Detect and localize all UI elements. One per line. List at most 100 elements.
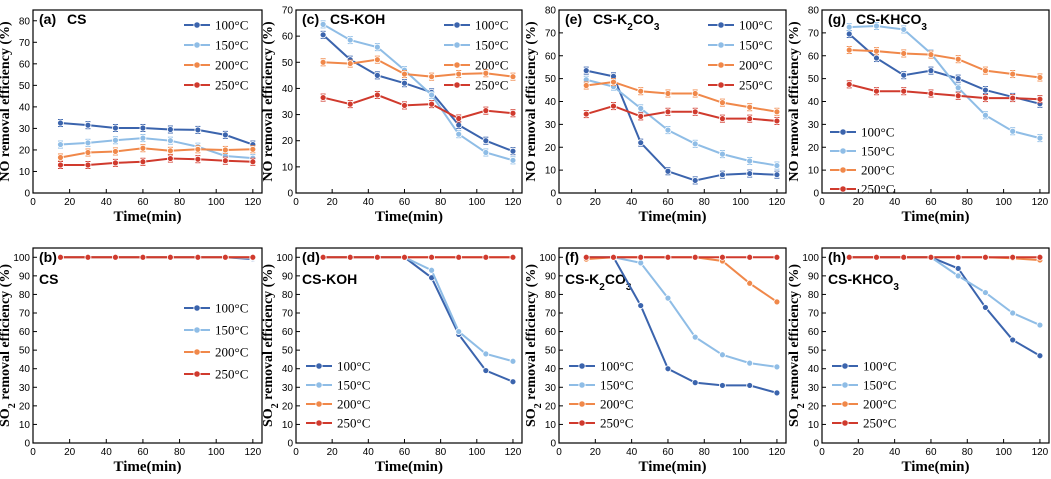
data-point — [773, 389, 781, 397]
x-tick-label: 40 — [889, 197, 901, 208]
data-point — [319, 94, 327, 101]
legend-label: 150°C — [215, 323, 248, 338]
data-point — [982, 86, 989, 94]
legend-label: 150°C — [863, 378, 896, 393]
panel-subtitle: CS — [39, 271, 58, 287]
x-tick-label: 120 — [1032, 197, 1049, 208]
data-point — [664, 253, 672, 261]
y-tick-label: 90 — [282, 271, 294, 282]
data-point — [221, 146, 229, 154]
series-200c — [319, 55, 517, 81]
legend-marker — [841, 362, 849, 370]
data-point — [691, 90, 699, 97]
y-tick-label: 40 — [19, 364, 31, 375]
data-point — [845, 80, 853, 88]
y-tick-label: 50 — [545, 346, 557, 357]
data-point — [873, 54, 880, 62]
data-point — [455, 328, 463, 335]
x-tick-label: 20 — [853, 197, 865, 208]
data-point — [428, 73, 436, 81]
y-axis-label: NO removal efficiency (%) — [261, 21, 276, 182]
legend-label: 100°C — [863, 359, 896, 374]
y-tick-label: 50 — [19, 346, 31, 357]
legend-label: 100°C — [600, 359, 633, 374]
data-point — [221, 157, 229, 165]
y-tick-label: 70 — [19, 309, 31, 320]
data-point — [373, 56, 381, 64]
legend: 100°C 150°C 200°C 250°C — [306, 359, 370, 431]
x-tick-label: 0 — [30, 197, 36, 208]
y-tick-label: 50 — [19, 81, 31, 92]
x-tick-label: 80 — [435, 447, 447, 458]
legend-marker — [453, 41, 461, 49]
legend-label: 200°C — [861, 163, 894, 178]
y-tick-label: 80 — [545, 6, 557, 17]
plot-frame — [32, 9, 263, 194]
legend-label: 200°C — [739, 58, 772, 73]
data-point — [455, 70, 463, 78]
y-tick-label: 70 — [545, 309, 557, 320]
series-line — [585, 78, 778, 167]
legend-marker — [453, 81, 461, 89]
data-point — [610, 253, 617, 261]
data-point — [691, 140, 699, 148]
data-point — [482, 137, 490, 145]
data-point — [57, 119, 64, 127]
y-tick-label: 80 — [19, 16, 31, 27]
data-point — [664, 90, 672, 97]
x-tick-label: 80 — [699, 197, 711, 208]
x-tick-label: 40 — [363, 197, 375, 208]
data-point — [954, 92, 962, 100]
data-point — [1009, 253, 1017, 261]
series-line — [323, 58, 514, 78]
series-line — [60, 157, 253, 167]
x-tick-label: 40 — [101, 447, 113, 458]
x-tick-label: 60 — [137, 197, 149, 208]
data-point — [719, 171, 726, 179]
series-line — [848, 33, 1041, 105]
legend-marker — [193, 41, 201, 49]
data-point — [637, 302, 645, 309]
legend-marker — [578, 400, 586, 408]
data-point — [982, 304, 989, 311]
x-axis-label: Time(min) — [113, 209, 181, 225]
y-tick-label: 70 — [282, 6, 294, 17]
series-250c — [319, 90, 517, 123]
panel-subtitle: CS — [67, 11, 86, 27]
x-tick-label: 20 — [590, 447, 602, 458]
data-point — [873, 87, 880, 95]
chart-panel-e: 0 10 20 30 40 50 60 70 80 0 20 40 60 80 100 120 Time(min… — [524, 6, 787, 225]
data-point — [84, 161, 92, 169]
legend-marker — [193, 304, 201, 312]
y-tick-label: 70 — [19, 38, 31, 49]
data-point — [1009, 94, 1017, 102]
data-point — [166, 253, 174, 261]
x-tick-label: 80 — [699, 447, 711, 458]
legend: 100°C 150°C 200°C 250°C — [444, 18, 508, 93]
data-point — [773, 117, 781, 125]
data-point — [509, 73, 517, 81]
series-200c — [582, 78, 781, 116]
y-tick-label: 30 — [282, 110, 294, 121]
data-point — [84, 121, 92, 129]
data-point — [773, 298, 781, 306]
data-point — [428, 91, 436, 99]
legend-label: 250°C — [739, 78, 772, 93]
x-axis-label: Time(min) — [638, 209, 706, 225]
data-point — [112, 124, 119, 132]
y-tick-label: 50 — [808, 346, 820, 357]
y-tick-label: 80 — [19, 290, 31, 301]
y-tick-label: 60 — [19, 327, 31, 338]
data-point — [509, 357, 517, 365]
data-point — [249, 253, 257, 261]
y-tick-label: 100 — [802, 253, 819, 264]
data-point — [873, 22, 880, 30]
data-point — [746, 382, 754, 389]
series-150c — [57, 134, 257, 163]
data-point — [401, 70, 408, 78]
data-point — [455, 130, 463, 138]
y-tick-label: 70 — [545, 28, 557, 39]
data-point — [582, 253, 590, 261]
data-point — [249, 145, 257, 153]
x-tick-label: 120 — [244, 197, 261, 208]
